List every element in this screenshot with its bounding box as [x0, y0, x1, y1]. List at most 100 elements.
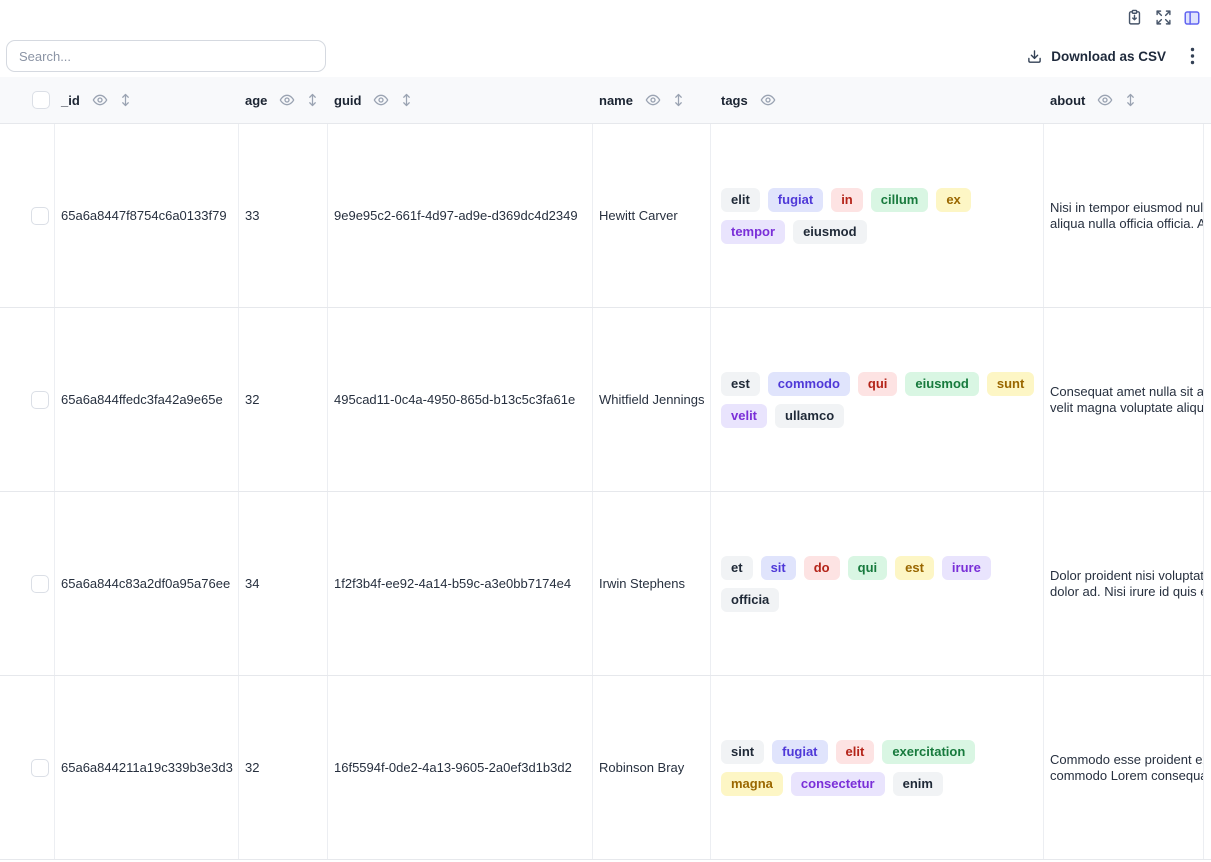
about-text-line: commodo Lorem consequat [1050, 767, 1204, 783]
column-label: guid [334, 92, 362, 108]
row-select-cell [0, 492, 55, 675]
tag-pill: et [721, 555, 753, 580]
table-row: 65a6a844211a19c339b3e3d3 32 16f5594f-0de2-… [0, 676, 1211, 860]
tag-pill: sit [760, 555, 796, 580]
select-all-cell [0, 77, 55, 123]
visibility-eye-icon[interactable] [645, 92, 661, 108]
tag-pill: qui [847, 555, 888, 580]
clipped-next-column [1204, 308, 1211, 491]
visibility-eye-icon[interactable] [373, 92, 389, 108]
cell-about: Commodo esse proident ex commodo Lorem co… [1044, 676, 1204, 859]
cell-guid: 495cad11-0c4a-4950-865d-b13c5c3fa61e [328, 308, 593, 491]
more-options-kebab-icon[interactable] [1186, 45, 1199, 67]
clipped-next-column [1204, 676, 1211, 859]
about-text-line: Consequat amet nulla sit aute [1050, 383, 1204, 399]
tag-pill: exercitation [882, 739, 976, 764]
cell-guid: 9e9e95c2-661f-4d97-ad9e-d369dc4d2349 [328, 124, 593, 307]
cell-tags: et sit do qui est irure officia [711, 492, 1044, 675]
cell-about: Consequat amet nulla sit autevelit magna… [1044, 308, 1204, 491]
header-overflow-spacer [1204, 77, 1211, 123]
tag-pill: ullamco [775, 403, 845, 428]
cell-guid: 1f2f3b4f-ee92-4a14-b59c-a3e0bb7174e4 [328, 492, 593, 675]
tag-pill: do [803, 555, 840, 580]
data-table: _id age guid name tags about [0, 77, 1211, 860]
table-row: 65a6a844c83a2df0a95a76ee 34 1f2f3b4f-ee92-… [0, 492, 1211, 676]
cell-name: Irwin Stephens [593, 492, 711, 675]
about-text-line: aliqua nulla officia officia. Ad [1050, 215, 1204, 231]
about-text-line: Commodo esse proident ex [1050, 751, 1204, 767]
expand-icon[interactable] [1154, 9, 1172, 27]
tag-pill: sint [721, 739, 765, 764]
cell-id: 65a6a844211a19c339b3e3d3 [55, 676, 239, 859]
column-label: about [1050, 92, 1086, 108]
tag-pill: elit [835, 739, 875, 764]
about-text-line: dolor ad. Nisi irure id quis ex [1050, 583, 1204, 599]
sort-icon[interactable] [673, 92, 684, 108]
column-header-id: _id [55, 77, 239, 123]
about-text-line: velit magna voluptate aliquip [1050, 399, 1204, 415]
table-view-icon[interactable] [1183, 9, 1201, 27]
tag-pill: irure [941, 555, 991, 580]
sort-icon[interactable] [120, 92, 131, 108]
tag-pill: est [721, 371, 760, 396]
cell-id: 65a6a8447f8754c6a0133f79 [55, 124, 239, 307]
tag-pill: fugiat [772, 739, 828, 764]
cell-about: Dolor proident nisi voluptate dolor ad. N… [1044, 492, 1204, 675]
cell-age: 32 [239, 676, 328, 859]
table-row: 65a6a8447f8754c6a0133f79 33 9e9e95c2-661f-… [0, 124, 1211, 308]
row-select-cell [0, 124, 55, 307]
right-controls: Download as CSV [1027, 45, 1199, 67]
tag-pill: commodo [767, 371, 850, 396]
clipboard-export-icon[interactable] [1125, 9, 1143, 27]
row-checkbox[interactable] [31, 758, 49, 777]
tag-list: sint fugiat elit exercitation magna consectet… [721, 739, 1037, 796]
tag-pill: eiusmod [793, 219, 867, 244]
visibility-eye-icon[interactable] [1097, 92, 1113, 108]
tag-pill: magna [721, 771, 783, 796]
tag-pill: est [895, 555, 934, 580]
column-header-name: name [593, 77, 711, 123]
row-checkbox[interactable] [31, 390, 49, 409]
cell-id: 65a6a844ffedc3fa42a9e65e [55, 308, 239, 491]
tag-list: est commodo qui eiusmod sunt velit ullamco [721, 371, 1037, 428]
visibility-eye-icon[interactable] [279, 92, 295, 108]
clipped-next-column [1204, 124, 1211, 307]
tag-pill: qui [857, 371, 898, 396]
tag-pill: in [831, 187, 863, 212]
column-label: _id [61, 92, 80, 108]
cell-name: Whitfield Jennings [593, 308, 711, 491]
download-csv-label: Download as CSV [1051, 48, 1166, 64]
tag-pill: sunt [986, 371, 1035, 396]
column-label: tags [721, 92, 748, 108]
table-header: _id age guid name tags about [0, 77, 1211, 124]
about-text-line: Dolor proident nisi voluptate [1050, 567, 1204, 583]
tag-pill: eiusmod [905, 371, 979, 396]
column-header-guid: guid [328, 77, 593, 123]
cell-age: 33 [239, 124, 328, 307]
visibility-eye-icon[interactable] [92, 92, 108, 108]
cell-age: 32 [239, 308, 328, 491]
row-select-cell [0, 308, 55, 491]
sort-icon[interactable] [1125, 92, 1136, 108]
search-input[interactable] [6, 40, 326, 72]
row-checkbox[interactable] [31, 574, 49, 593]
controls-bar: Download as CSV [0, 35, 1211, 77]
column-header-tags: tags [711, 77, 1044, 123]
sort-icon[interactable] [401, 92, 412, 108]
cell-tags: est commodo qui eiusmod sunt velit ullamco [711, 308, 1044, 491]
cell-name: Hewitt Carver [593, 124, 711, 307]
tag-pill: tempor [721, 219, 786, 244]
cell-about: Nisi in tempor eiusmod nulla aliqua nulla… [1044, 124, 1204, 307]
select-all-checkbox[interactable] [32, 91, 50, 109]
download-csv-button[interactable]: Download as CSV [1027, 49, 1166, 64]
tag-pill: fugiat [767, 187, 824, 212]
sort-icon[interactable] [307, 92, 318, 108]
row-checkbox[interactable] [31, 206, 49, 225]
column-label: name [599, 92, 633, 108]
tag-pill: velit [721, 403, 768, 428]
column-header-age: age [239, 77, 328, 123]
top-icon-bar [0, 0, 1211, 35]
tag-pill: officia [721, 587, 780, 612]
clipped-next-column [1204, 492, 1211, 675]
visibility-eye-icon[interactable] [760, 92, 776, 108]
